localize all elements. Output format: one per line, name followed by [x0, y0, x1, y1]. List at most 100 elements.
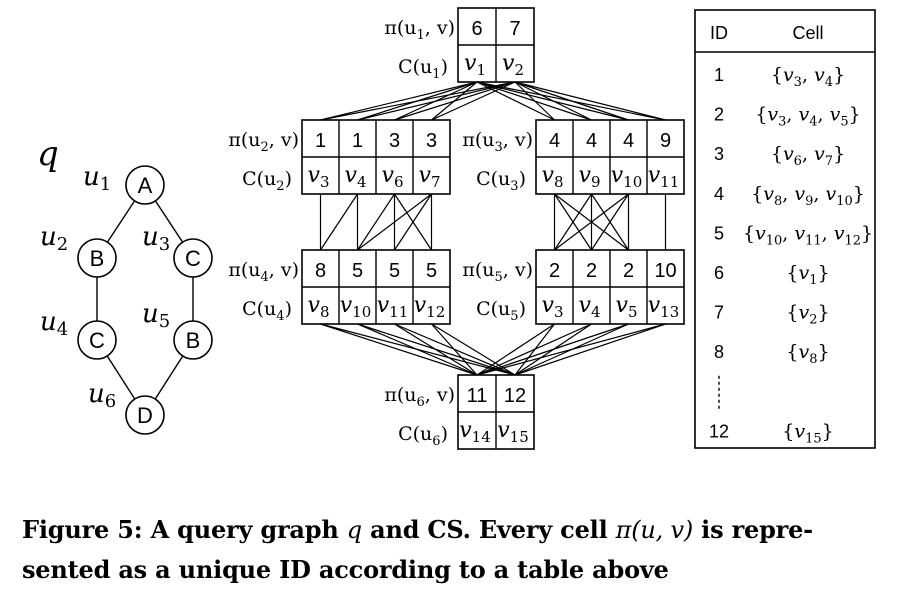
cell-id: 5	[389, 260, 400, 282]
table-row-cell: {v6, v7}	[771, 143, 845, 169]
vertex-label-u4: C	[89, 328, 105, 353]
table-row-cell: {v15}	[782, 420, 833, 446]
candidate-vertex: v8	[542, 163, 564, 191]
table-row-id: 7	[714, 303, 724, 323]
cs-edge	[514, 81, 555, 121]
table-row-cell: {v3, v4, v5}	[755, 104, 860, 130]
cs-edge	[431, 323, 516, 376]
cell-id: 8	[315, 260, 326, 282]
table-row-id: 5	[714, 223, 724, 243]
candidate-vertex: v11	[648, 163, 680, 191]
pi-label-u1: π(u1, v)	[384, 17, 455, 43]
candidate-vertex: v8	[308, 293, 330, 321]
table-header-cell: Cell	[792, 23, 823, 43]
pi-label-u2: π(u2, v)	[228, 129, 299, 155]
cell-id: 12	[504, 385, 526, 407]
cell-id: 4	[586, 130, 597, 152]
cs-edge	[514, 81, 629, 121]
table-row-id: 6	[714, 263, 724, 283]
candidate-vertex: v4	[345, 163, 367, 191]
query-graph: q Au1 Bu2 Cu3 Cu4 Bu5 Du6	[37, 134, 213, 435]
pi-label-u6: π(u6, v)	[384, 384, 455, 410]
cell-id: 6	[471, 18, 482, 40]
candidate-vertex: v1	[464, 51, 486, 79]
table-row-id: 3	[714, 144, 724, 164]
table-row-cell: {v3, v4}	[771, 64, 845, 90]
candidate-vertex: v10	[611, 163, 643, 191]
vertex-label-u5: B	[186, 328, 201, 353]
candidate-vertex: v5	[616, 293, 638, 321]
candidate-vertex: v3	[542, 293, 564, 321]
cs-edge	[357, 193, 432, 251]
query-vertex-u6	[125, 395, 165, 435]
cs-edge	[514, 323, 666, 376]
query-vertex-u5	[173, 320, 213, 360]
table-row-id: 4	[714, 184, 724, 204]
pi-label-u5: π(u5, v)	[462, 259, 533, 285]
vertex-label-u3: C	[185, 246, 201, 271]
query-graph-label: q	[37, 134, 59, 174]
cs-edges	[319, 81, 667, 376]
vertex-label-u2: B	[90, 246, 105, 271]
query-vertex-u1	[125, 165, 165, 205]
vertex-name-u4: u4	[40, 307, 68, 340]
cs-edge	[320, 81, 478, 121]
candidate-vertex: v2	[502, 51, 524, 79]
table-row-cell: {v2}	[786, 302, 829, 328]
vertex-label-u6: D	[137, 403, 153, 428]
candidate-vertex: v7	[419, 163, 441, 191]
vertex-name-u1: u1	[83, 162, 111, 195]
caption-line2: sented as a unique ID according to a tab…	[22, 555, 669, 584]
cell-id: 9	[660, 130, 671, 152]
candidate-vertex: v6	[382, 163, 404, 191]
cs-edge	[431, 323, 478, 376]
cs-edge	[356, 193, 396, 251]
table-row-id: 8	[714, 342, 724, 362]
cs-edge	[357, 323, 478, 376]
cell-id: 2	[623, 260, 634, 282]
cs-edge	[357, 81, 516, 121]
cs-edge	[320, 323, 478, 376]
vertex-name-u2: u2	[40, 222, 68, 255]
vertex-name-u3: u3	[142, 222, 170, 255]
table-row-cell: {v10, v11, v12}	[743, 222, 873, 248]
cell-id: 3	[389, 130, 400, 152]
cs-edge	[553, 193, 593, 251]
cell-id: 4	[623, 130, 634, 152]
cs-edge	[393, 193, 433, 251]
cs-edge	[319, 193, 359, 251]
figure-caption: Figure 5: A query graph q and CS. Every …	[22, 510, 882, 590]
cs-edge	[476, 323, 629, 376]
cell-id: 1	[352, 130, 363, 152]
cell-id: 5	[426, 260, 437, 282]
cell-id: 7	[509, 18, 520, 40]
figure-canvas: q Au1 Bu2 Cu3 Cu4 Bu5 Du6 π(u1, v) C(u1) 6 v1 7 v2 π…	[37, 7, 876, 450]
cs-edge	[514, 81, 592, 121]
table-row-cell: {v1}	[786, 262, 829, 288]
cs-edge	[431, 81, 516, 121]
candidate-vertex: v13	[648, 293, 680, 321]
cs-edge	[476, 323, 555, 376]
c-label-u3: C(u3)	[476, 168, 526, 194]
candidate-vertex: v9	[579, 163, 601, 191]
caption-middle: and CS. Every cell	[361, 515, 616, 544]
cs-edge	[320, 81, 516, 121]
pi-label-u3: π(u3, v)	[462, 129, 533, 155]
table-frame	[694, 9, 876, 449]
candidate-vertex: v12	[414, 293, 446, 321]
table-row-id: 2	[714, 105, 724, 125]
table-row-id: 12	[709, 421, 729, 441]
candidate-vertex: v14	[459, 418, 491, 446]
candidate-vertex: v11	[377, 293, 409, 321]
caption-pi: π(u, v)	[615, 516, 694, 544]
cell-id: 3	[426, 130, 437, 152]
table-row-id: 1	[714, 65, 724, 85]
c-label-u5: C(u5)	[476, 298, 526, 324]
vertex-name-u5: u5	[142, 299, 170, 332]
cs-edge	[590, 193, 630, 251]
query-vertex-u3	[173, 238, 213, 278]
c-label-u4: C(u4)	[242, 298, 292, 324]
cell-id: 2	[586, 260, 597, 282]
cs-edge	[514, 81, 666, 121]
